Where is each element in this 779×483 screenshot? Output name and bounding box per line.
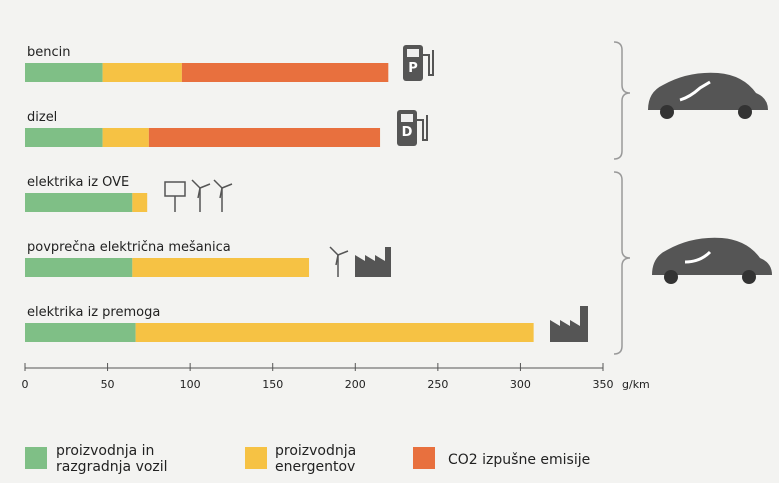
category-label: elektrika iz premoga [27, 305, 160, 320]
legend-swatch [25, 447, 47, 469]
bar-segment [132, 258, 310, 277]
x-tick-label: 350 [593, 378, 614, 391]
category-label: elektrika iz OVE [27, 175, 129, 190]
category-label: dizel [27, 110, 57, 125]
bar-segment [25, 63, 103, 82]
x-tick-label: 150 [262, 378, 283, 391]
bar-segment [148, 128, 381, 147]
bar-segment [25, 128, 103, 147]
x-tick-label: 200 [345, 378, 366, 391]
chart: P D bencin dizel elektrika iz OVE povprečna… [22, 41, 772, 391]
legend-label: proizvodnja in razgradnja vozil [56, 443, 168, 475]
legend-swatch [413, 447, 435, 469]
legend-label: proizvodnja energentov [275, 443, 357, 475]
category-label: bencin [27, 45, 71, 60]
bar-segment [135, 323, 534, 342]
legend-swatch [245, 447, 267, 469]
legend-label: CO2 izpušne emisije [448, 452, 591, 468]
x-tick-label: 250 [427, 378, 448, 391]
bar-segment [25, 258, 133, 277]
x-tick-label: 0 [22, 378, 29, 391]
bar-segment [102, 63, 182, 82]
bar-segment [181, 63, 389, 82]
bar-segment [132, 193, 148, 212]
fuel-pump-icon: D [397, 110, 428, 146]
car-icon [652, 237, 772, 284]
bracket [613, 41, 631, 160]
mix-icon [329, 246, 391, 277]
x-axis-label: g/km [622, 378, 650, 391]
x-tick-label: 300 [510, 378, 531, 391]
svg-text:P: P [408, 61, 418, 76]
x-tick-label: 50 [101, 378, 115, 391]
bar-segment [102, 128, 149, 147]
svg-text:D: D [402, 125, 413, 140]
car-icon [648, 72, 768, 119]
factory-icon [550, 306, 588, 342]
bar-segment [25, 323, 136, 342]
fuel-pump-icon: P [403, 45, 434, 81]
category-label: povprečna električna mešanica [27, 240, 231, 255]
bracket [613, 171, 631, 355]
renewable-icon [164, 179, 233, 212]
bar-segment [25, 193, 133, 212]
x-tick-label: 100 [180, 378, 201, 391]
